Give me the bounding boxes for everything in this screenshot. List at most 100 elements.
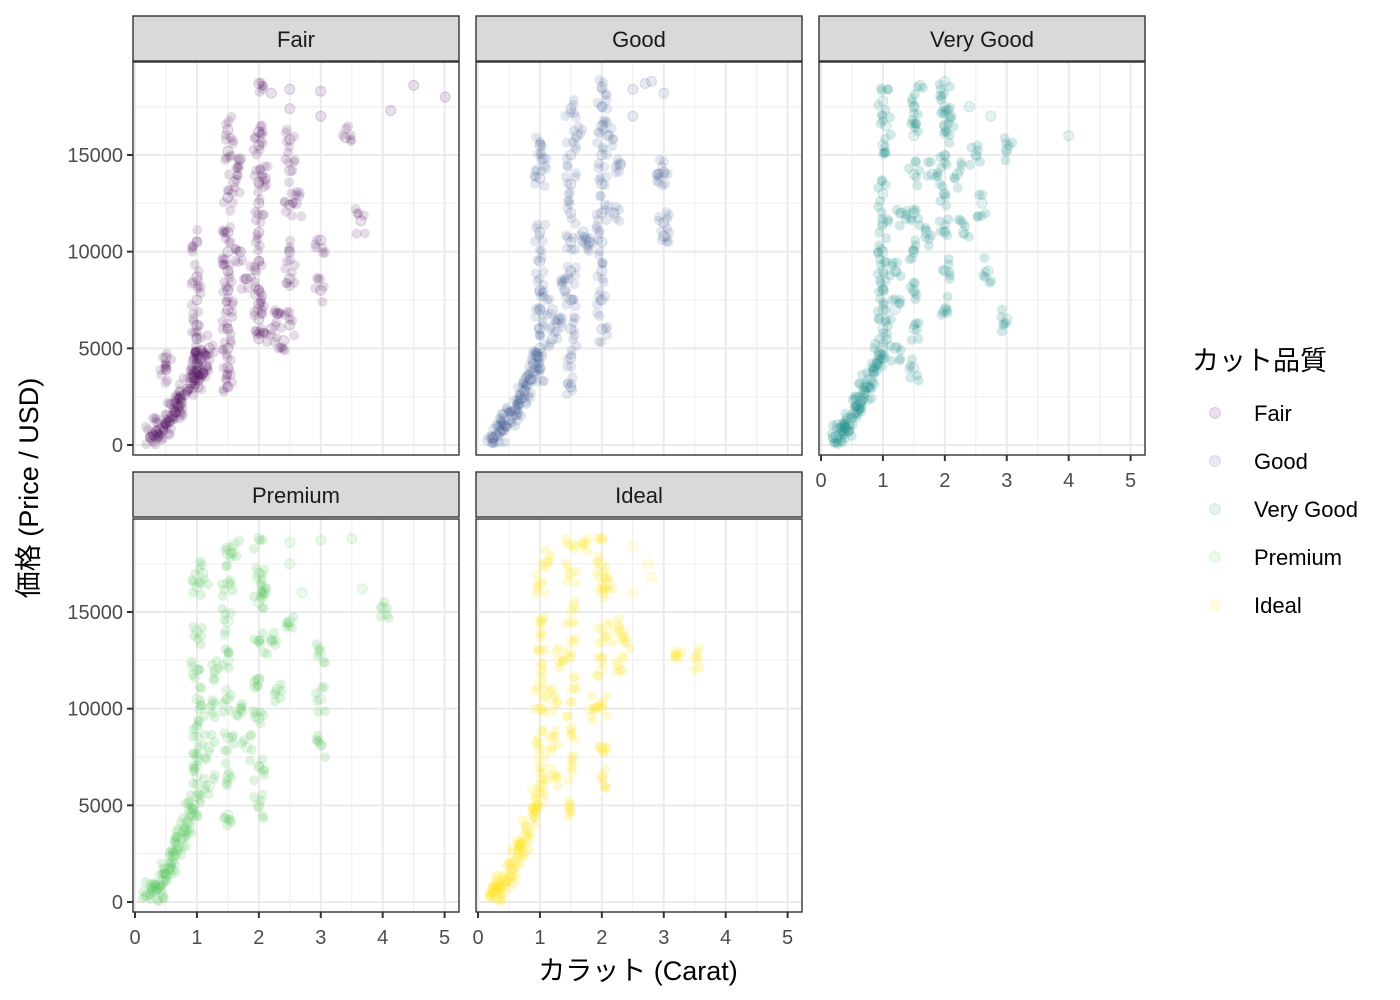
data-point	[561, 243, 572, 254]
data-point	[554, 643, 565, 653]
data-point	[529, 813, 540, 824]
data-point	[844, 421, 855, 432]
data-point	[908, 168, 920, 180]
data-point	[910, 294, 921, 305]
data-point	[167, 864, 178, 875]
data-point	[191, 790, 203, 802]
data-point	[179, 825, 190, 836]
data-point	[162, 375, 173, 386]
data-point	[1001, 147, 1012, 157]
data-point	[849, 391, 860, 402]
data-point	[221, 349, 232, 360]
data-point	[279, 309, 290, 320]
data-point	[311, 242, 321, 253]
data-point	[840, 421, 850, 432]
data-point	[873, 350, 884, 361]
data-point	[599, 747, 610, 758]
data-point	[488, 879, 499, 890]
data-point	[577, 237, 588, 248]
data-point	[565, 236, 577, 248]
data-point	[851, 391, 862, 402]
data-point	[532, 683, 543, 694]
data-point	[537, 287, 548, 298]
data-point	[923, 240, 934, 251]
data-point	[908, 246, 920, 258]
legend-label: Ideal	[1254, 593, 1302, 618]
data-point	[517, 815, 528, 826]
data-point	[145, 893, 156, 904]
data-point	[568, 99, 579, 110]
data-point	[203, 789, 214, 800]
data-point	[535, 801, 546, 812]
data-point	[375, 602, 386, 613]
data-point	[904, 363, 915, 374]
data-point	[536, 155, 547, 166]
data-point	[944, 266, 955, 277]
data-point	[831, 430, 842, 442]
data-point	[534, 342, 546, 354]
data-point	[197, 739, 208, 750]
data-point	[262, 337, 272, 348]
data-point	[533, 149, 544, 160]
data-point	[319, 706, 330, 717]
data-point	[601, 171, 612, 182]
data-point	[601, 631, 612, 642]
data-point	[253, 799, 265, 811]
data-point	[188, 760, 199, 771]
data-point	[600, 572, 611, 583]
data-point	[192, 634, 203, 644]
data-point	[174, 401, 185, 412]
data-point	[594, 740, 605, 751]
data-point	[234, 187, 245, 198]
data-point	[554, 662, 565, 673]
data-point	[192, 381, 204, 393]
data-point	[878, 337, 889, 348]
data-point	[164, 416, 175, 427]
data-point	[940, 220, 951, 230]
data-point	[534, 616, 546, 628]
data-point	[996, 326, 1007, 337]
data-point	[593, 622, 604, 633]
data-point	[219, 337, 230, 348]
data-point	[570, 682, 581, 693]
data-point	[499, 426, 510, 437]
data-point	[158, 893, 169, 904]
data-point	[254, 326, 265, 337]
data-point	[186, 361, 197, 372]
data-point	[222, 124, 234, 136]
data-point	[863, 395, 874, 405]
data-point	[256, 120, 267, 131]
data-point	[249, 682, 260, 693]
data-point	[217, 255, 228, 266]
data-point	[596, 265, 608, 277]
data-point	[284, 242, 295, 253]
data-point	[209, 697, 220, 708]
x-axis-title: カラット (Carat)	[538, 956, 738, 986]
data-point	[346, 134, 356, 145]
data-point	[565, 103, 577, 115]
data-point	[846, 431, 857, 441]
data-point	[917, 82, 928, 93]
data-point	[596, 207, 608, 219]
data-point	[591, 137, 602, 148]
data-point	[522, 827, 532, 838]
data-point	[524, 843, 535, 854]
data-point	[269, 307, 280, 318]
data-point	[501, 422, 512, 433]
data-point	[256, 260, 267, 271]
data-point	[187, 588, 198, 598]
data-point	[253, 226, 265, 238]
data-point	[562, 354, 573, 365]
data-point	[294, 191, 305, 202]
data-point	[936, 309, 947, 320]
data-point	[536, 149, 547, 160]
data-point	[911, 318, 921, 329]
data-point	[160, 418, 171, 429]
data-point	[521, 370, 532, 381]
data-point	[358, 210, 369, 221]
data-point	[182, 386, 192, 396]
data-point	[583, 240, 594, 251]
data-point	[856, 399, 867, 410]
data-point	[567, 294, 578, 305]
data-point	[220, 625, 231, 636]
